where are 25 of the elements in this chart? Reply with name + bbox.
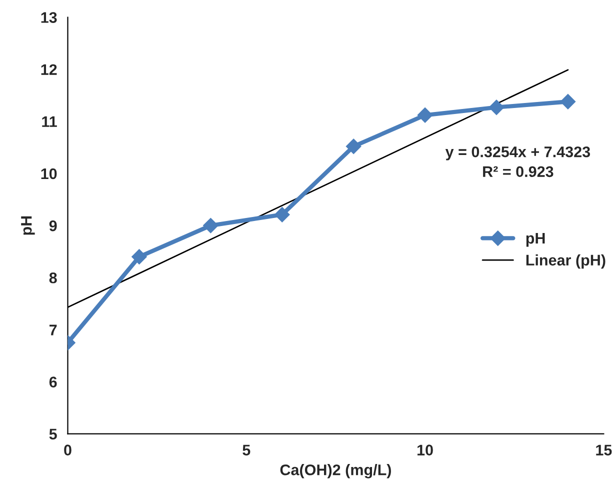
y-axis-title: pH bbox=[21, 216, 35, 235]
annotation: y = 0.3254x + 7.4323 R² = 0.923 bbox=[445, 146, 590, 178]
y-tick-label: 13 bbox=[41, 12, 57, 23]
point bbox=[346, 138, 362, 154]
y-tick-label: 6 bbox=[49, 376, 57, 388]
y-tick-label: 8 bbox=[49, 272, 57, 284]
y-tick-label: 5 bbox=[49, 428, 57, 440]
x-tick-label: 15 bbox=[596, 444, 612, 456]
x-tick-label: 5 bbox=[242, 444, 250, 456]
y-tick-label: 11 bbox=[42, 116, 57, 127]
point bbox=[488, 100, 504, 115]
y-tick-label: 12 bbox=[41, 64, 57, 75]
x-axis-title: Ca(OH)2 (mg/L) bbox=[280, 464, 391, 478]
point bbox=[274, 207, 290, 222]
point bbox=[203, 218, 218, 234]
legend-label: Linear (pH) bbox=[526, 254, 606, 269]
y-tick-label: 9 bbox=[49, 220, 57, 232]
x-tick-label: 10 bbox=[418, 444, 433, 456]
point bbox=[417, 108, 433, 123]
legend-label: pH bbox=[526, 233, 545, 247]
point bbox=[560, 94, 576, 110]
point bbox=[132, 249, 147, 264]
x-tick-label: 0 bbox=[64, 444, 72, 456]
y-tick-label: 10 bbox=[41, 168, 57, 180]
y-tick-label: 7 bbox=[50, 324, 57, 336]
